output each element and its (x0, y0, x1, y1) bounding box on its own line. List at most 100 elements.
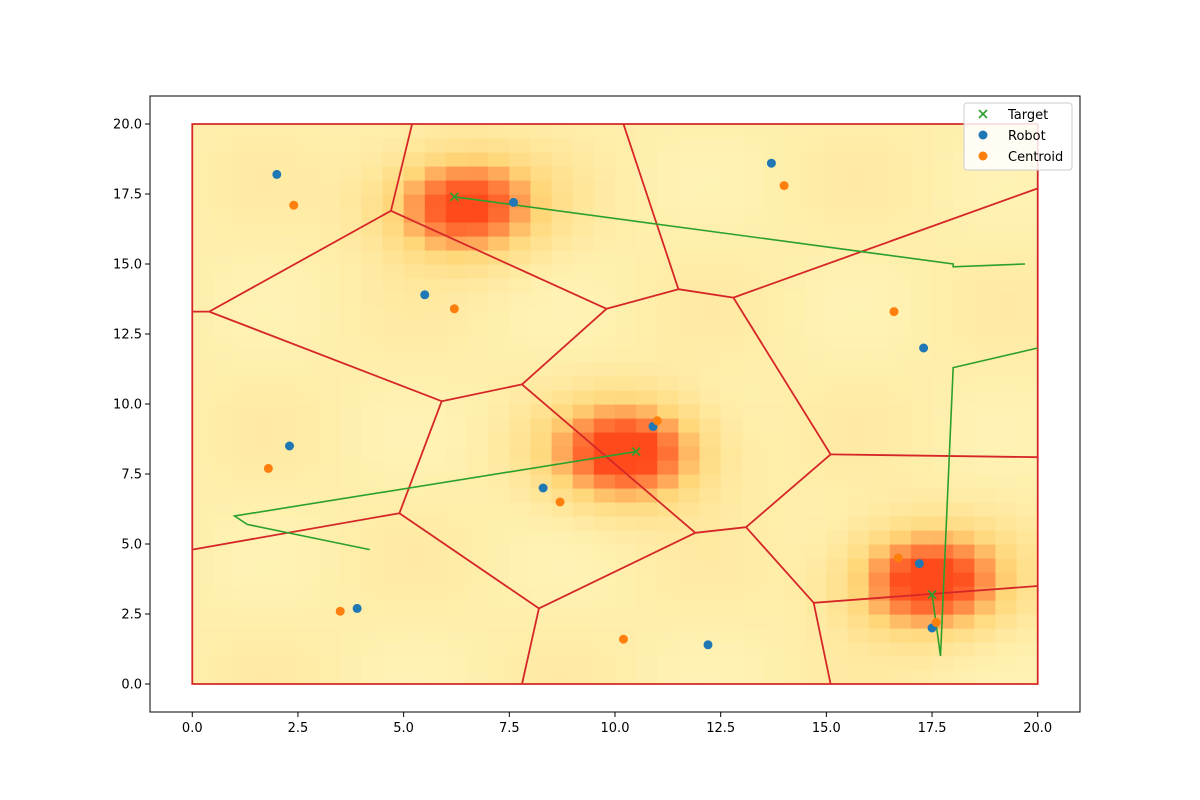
voronoi-edge (813, 585, 1038, 604)
density-cell (699, 208, 722, 223)
density-cell (678, 138, 701, 153)
density-cell (319, 670, 341, 685)
density-cell (488, 558, 510, 573)
density-cell (467, 124, 489, 139)
density-cell (974, 488, 997, 503)
density-cell (403, 222, 426, 237)
density-cell (340, 586, 362, 601)
density-cell (509, 614, 532, 629)
density-cell (720, 474, 743, 489)
density-cell (1016, 236, 1039, 251)
density-cell (889, 516, 912, 531)
density-cell (509, 544, 532, 559)
density-cell (488, 670, 510, 685)
density-cell (1016, 362, 1039, 377)
target-marker-stroke (927, 589, 937, 599)
density-cell (340, 530, 362, 545)
markers (263, 158, 941, 650)
centroid-point (618, 634, 628, 644)
density-cell (572, 124, 595, 139)
density-cell (910, 586, 933, 601)
density-cell (382, 628, 405, 643)
density-cell (868, 264, 891, 279)
density-cell (234, 376, 257, 391)
density-cell (530, 236, 553, 251)
density-cell (319, 460, 341, 475)
density-cell (276, 306, 299, 321)
density-cell (445, 138, 468, 153)
density-cell (889, 264, 912, 279)
density-cell (403, 586, 426, 601)
density-cell (340, 306, 362, 321)
density-cell (1016, 306, 1039, 321)
density-cell (910, 390, 933, 405)
density-cell (467, 264, 489, 279)
density-cell (361, 320, 384, 335)
density-cell (340, 222, 362, 237)
density-cell (847, 446, 870, 461)
density-cell (636, 502, 658, 517)
density-cell (509, 208, 532, 223)
density-cell (445, 530, 468, 545)
density-cell (488, 474, 510, 489)
density-cell (720, 670, 743, 685)
density-cell (889, 656, 912, 671)
density-cell (699, 166, 722, 181)
x-tick-label: 10.0 (601, 721, 630, 736)
density-cell (424, 152, 447, 167)
legend-target-marker (978, 109, 988, 119)
robot-point (352, 603, 362, 613)
density-cell (762, 446, 785, 461)
density-cell (276, 432, 299, 447)
density-cell (319, 572, 341, 587)
density-cell (361, 418, 384, 433)
target-marker-stroke (631, 447, 641, 457)
density-cell (467, 362, 489, 377)
density-cell (974, 334, 997, 349)
density-cell (192, 334, 215, 349)
density-cell (424, 236, 447, 251)
density-cell (445, 432, 468, 447)
density-cell (932, 208, 954, 223)
density-cell (974, 264, 997, 279)
density-cell (424, 600, 447, 615)
density-cell (445, 418, 468, 433)
density-cell (445, 222, 468, 237)
density-cell (192, 250, 215, 265)
density-cell (403, 376, 426, 391)
density-cell (509, 474, 532, 489)
density-cell (382, 222, 405, 237)
density-cell (424, 656, 447, 671)
density-cell (424, 166, 447, 181)
density-cell (297, 138, 320, 153)
density-cell (699, 460, 722, 475)
target-marker (631, 447, 641, 457)
density-cell (551, 166, 574, 181)
density-cell (889, 600, 912, 615)
density-cell (213, 124, 236, 139)
density-cell (868, 376, 891, 391)
density-cell (678, 306, 701, 321)
density-cell (741, 600, 764, 615)
density-cell (213, 600, 236, 615)
density-cell (213, 670, 236, 685)
density-cell (995, 446, 1018, 461)
density-cell (741, 516, 764, 531)
density-cell (615, 236, 637, 251)
density-cell (445, 670, 468, 685)
density-cell (530, 278, 553, 293)
density-cell (678, 194, 701, 209)
density-cell (255, 558, 278, 573)
voronoi-edge (538, 531, 696, 610)
density-cell (445, 320, 468, 335)
density-cell (509, 600, 532, 615)
density-cell (234, 138, 257, 153)
density-cell (488, 544, 510, 559)
density-cell (636, 642, 658, 657)
density-cell (530, 306, 553, 321)
density-cell (995, 250, 1018, 265)
density-cell (572, 530, 595, 545)
density-cell (910, 320, 933, 335)
density-cell (615, 432, 637, 447)
density-cell (593, 628, 616, 643)
